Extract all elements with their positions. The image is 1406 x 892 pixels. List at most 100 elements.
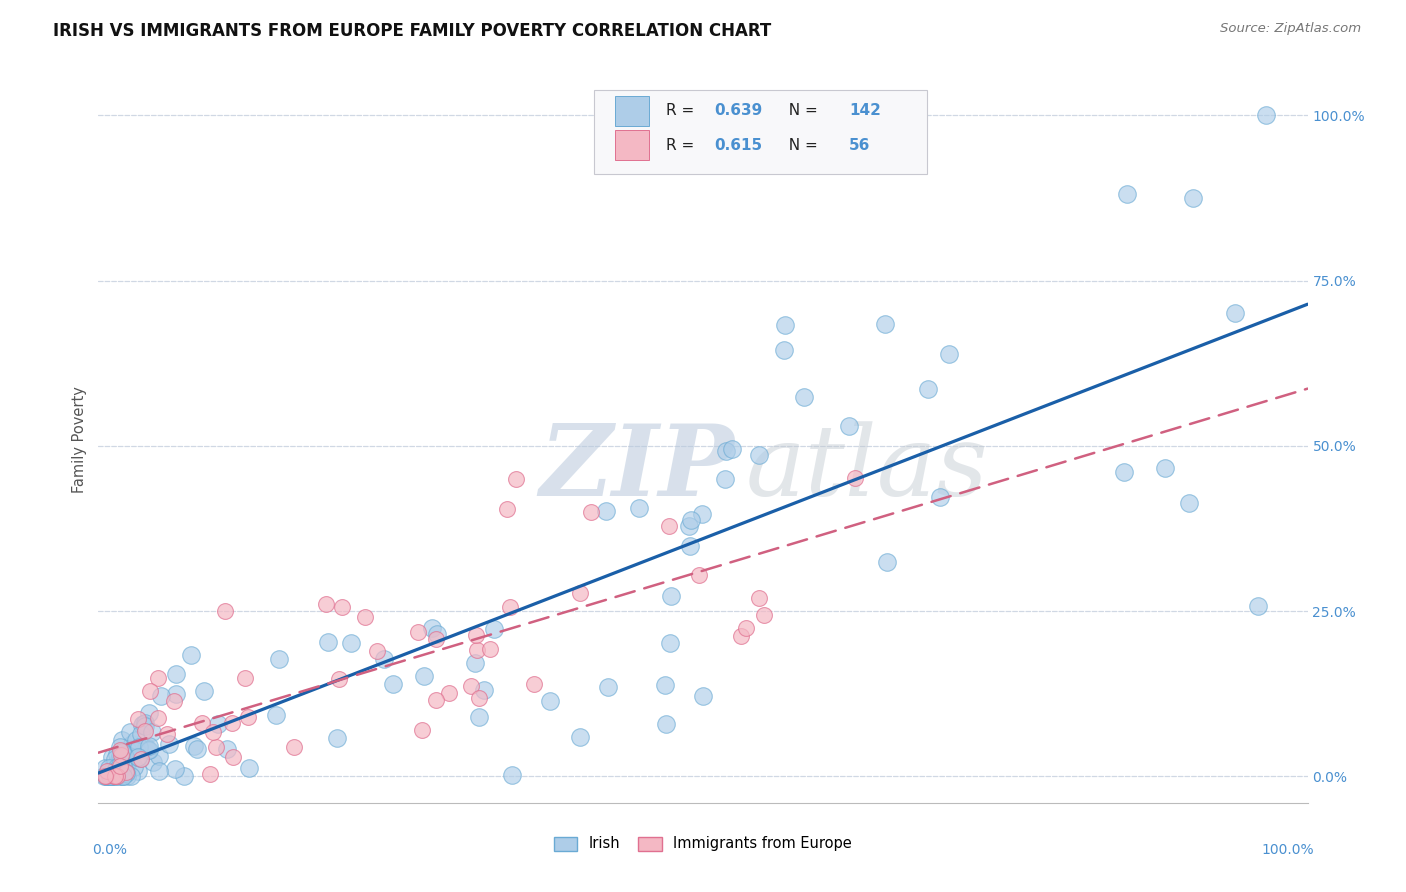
Point	[793, 390, 815, 404]
Point	[472, 683, 495, 698]
Point	[104, 764, 127, 778]
Point	[468, 690, 491, 705]
Point	[110, 769, 132, 783]
Text: atlas: atlas	[745, 421, 988, 516]
Point	[538, 694, 561, 708]
Point	[654, 717, 676, 731]
Legend: Irish, Immigrants from Europe: Irish, Immigrants from Europe	[548, 830, 858, 857]
Point	[678, 518, 700, 533]
Point	[127, 712, 149, 726]
Point	[112, 746, 135, 760]
Text: 0.615: 0.615	[714, 137, 762, 153]
Point	[283, 740, 305, 755]
Point	[127, 749, 149, 764]
Point	[207, 717, 229, 731]
Point	[138, 706, 160, 721]
Point	[111, 745, 134, 759]
Point	[523, 676, 546, 690]
Text: N =: N =	[779, 103, 823, 119]
Point	[104, 752, 127, 766]
Point	[938, 347, 960, 361]
Point	[1254, 108, 1277, 122]
Text: 100.0%: 100.0%	[1261, 843, 1313, 857]
Point	[96, 769, 118, 783]
Point	[107, 769, 129, 783]
Point	[117, 764, 139, 778]
Point	[111, 768, 134, 782]
Point	[157, 738, 180, 752]
Point	[142, 756, 165, 770]
Point	[420, 621, 443, 635]
FancyBboxPatch shape	[614, 130, 648, 161]
Point	[110, 743, 132, 757]
Point	[690, 507, 713, 521]
Point	[110, 752, 132, 766]
Text: 56: 56	[849, 137, 870, 153]
Text: R =: R =	[665, 137, 699, 153]
Point	[1154, 461, 1177, 475]
Point	[752, 607, 775, 622]
Point	[111, 759, 134, 773]
Point	[134, 724, 156, 739]
Point	[1223, 306, 1246, 320]
Point	[108, 758, 131, 772]
Point	[110, 758, 132, 772]
Point	[129, 726, 152, 740]
Point	[688, 568, 710, 582]
Point	[104, 766, 127, 780]
Point	[198, 766, 221, 780]
Point	[330, 600, 353, 615]
Point	[103, 762, 125, 776]
Point	[426, 627, 449, 641]
Point	[233, 671, 256, 685]
Point	[128, 750, 150, 764]
Point	[315, 597, 337, 611]
Point	[1247, 599, 1270, 614]
Point	[659, 589, 682, 603]
Point	[730, 629, 752, 643]
Point	[318, 635, 340, 649]
Point	[1182, 191, 1205, 205]
Point	[110, 748, 132, 763]
Point	[105, 747, 128, 761]
Point	[479, 641, 502, 656]
Point	[97, 766, 120, 780]
Point	[173, 769, 195, 783]
Point	[94, 769, 117, 783]
Point	[94, 769, 117, 783]
Text: 0.639: 0.639	[714, 103, 762, 119]
Point	[128, 740, 150, 755]
Point	[658, 519, 681, 533]
Point	[326, 731, 349, 745]
Point	[134, 715, 156, 730]
Point	[146, 671, 169, 685]
Text: ZIP: ZIP	[540, 420, 735, 516]
Point	[201, 724, 224, 739]
Point	[105, 769, 128, 783]
Point	[183, 739, 205, 753]
Point	[148, 764, 170, 778]
Point	[105, 759, 128, 773]
Point	[373, 651, 395, 665]
Point	[917, 382, 939, 396]
Point	[1112, 465, 1135, 479]
FancyBboxPatch shape	[614, 95, 648, 126]
FancyBboxPatch shape	[595, 90, 927, 174]
Point	[579, 506, 602, 520]
Point	[165, 666, 187, 681]
Point	[721, 442, 744, 457]
Point	[107, 760, 129, 774]
Point	[221, 716, 243, 731]
Text: IRISH VS IMMIGRANTS FROM EUROPE FAMILY POVERTY CORRELATION CHART: IRISH VS IMMIGRANTS FROM EUROPE FAMILY P…	[53, 22, 772, 40]
Point	[214, 604, 236, 618]
Point	[120, 769, 142, 783]
Point	[104, 769, 127, 783]
Point	[100, 750, 122, 764]
Point	[340, 635, 363, 649]
Point	[125, 733, 148, 747]
Point	[138, 743, 160, 757]
Point	[149, 689, 172, 703]
Point	[134, 719, 156, 733]
Point	[186, 742, 208, 756]
Point	[468, 709, 491, 723]
